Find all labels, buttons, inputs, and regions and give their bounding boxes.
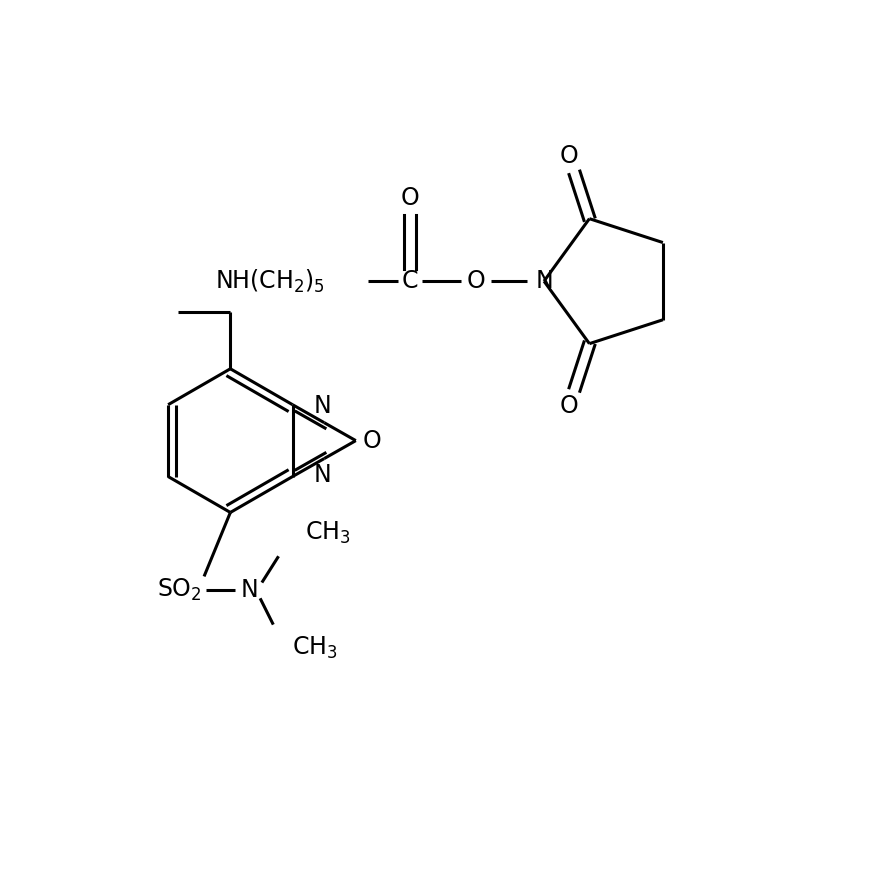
- Text: CH$_3$: CH$_3$: [304, 520, 351, 546]
- Text: CH$_3$: CH$_3$: [292, 635, 337, 661]
- Text: O: O: [560, 394, 579, 418]
- Text: N: N: [535, 269, 553, 293]
- Text: SO$_2$: SO$_2$: [158, 577, 202, 603]
- Text: C: C: [401, 269, 418, 293]
- Text: O: O: [400, 186, 419, 210]
- Text: NH(CH$_2$)$_5$: NH(CH$_2$)$_5$: [214, 268, 325, 295]
- Text: O: O: [363, 429, 382, 453]
- Text: N: N: [313, 394, 331, 418]
- Text: N: N: [313, 463, 331, 487]
- Text: O: O: [560, 144, 579, 168]
- Text: O: O: [466, 269, 485, 293]
- Text: N: N: [241, 578, 258, 602]
